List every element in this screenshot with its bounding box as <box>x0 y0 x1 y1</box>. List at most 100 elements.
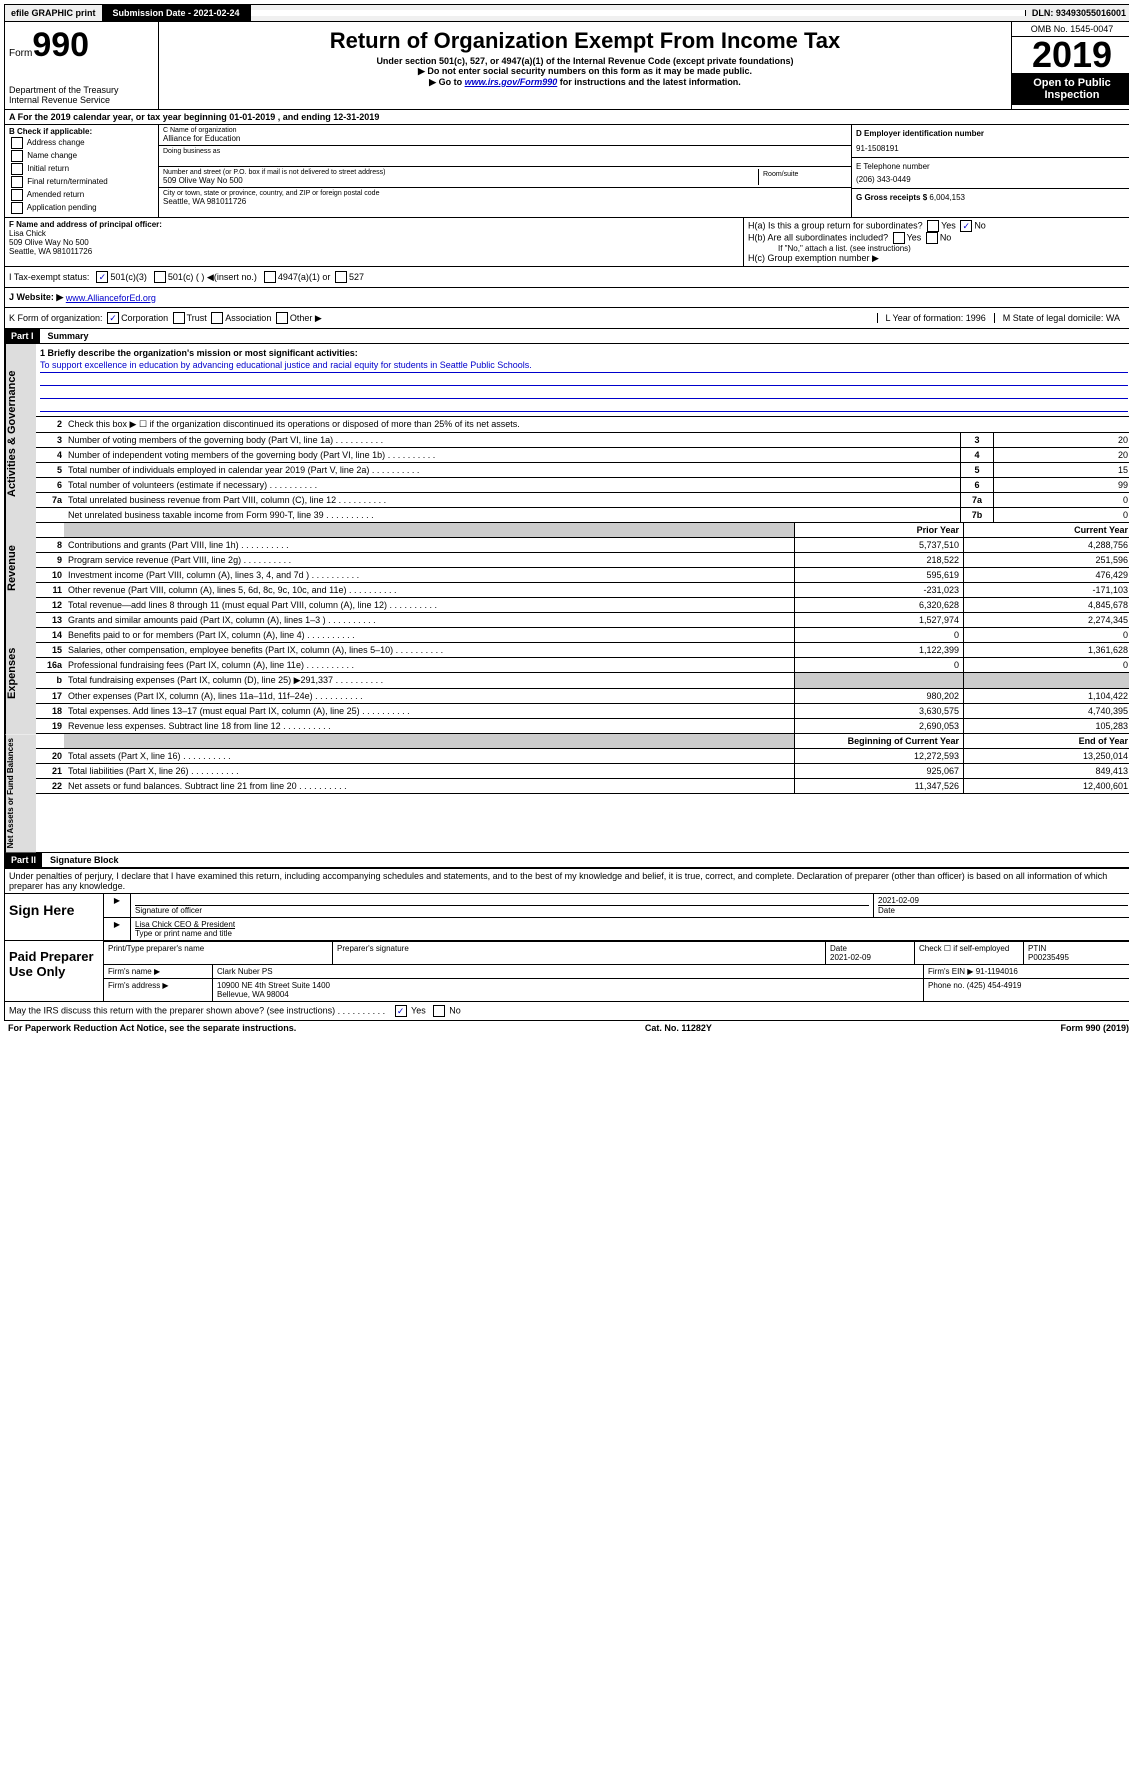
mission-label: 1 Briefly describe the organization's mi… <box>40 348 358 358</box>
hb-no[interactable] <box>926 232 938 244</box>
table-row: 3Number of voting members of the governi… <box>36 433 1129 448</box>
chk-initial-return[interactable]: Initial return <box>9 163 154 175</box>
ha-label: H(a) Is this a group return for subordin… <box>748 220 923 230</box>
hdr-beginning: Beginning of Current Year <box>794 734 963 748</box>
sig-officer-label: Signature of officer <box>135 905 869 915</box>
gross-field: G Gross receipts $ 6,004,153 <box>852 189 1129 206</box>
irs-link[interactable]: www.irs.gov/Form990 <box>465 77 558 87</box>
k-label: K Form of organization: <box>9 313 103 323</box>
type-name-label: Type or print name and title <box>135 929 1128 938</box>
line2-desc: Check this box ▶ ☐ if the organization d… <box>64 417 1129 432</box>
firm-name: Clark Nuber PS <box>213 965 924 978</box>
addr-label: Number and street (or P.O. box if mail i… <box>163 169 758 176</box>
header-left: Form990 Department of the Treasury Inter… <box>5 22 159 109</box>
officer-label: F Name and address of principal officer: <box>9 220 162 229</box>
firm-name-label: Firm's name ▶ <box>104 965 213 978</box>
goto-note: ▶ Go to www.irs.gov/Form990 for instruct… <box>163 77 1007 88</box>
part2-label: Part II <box>5 853 42 867</box>
chk-amended[interactable]: Amended return <box>9 189 154 201</box>
paid-preparer-row: Paid Preparer Use Only Print/Type prepar… <box>5 940 1129 1001</box>
col-b-title: B Check if applicable: <box>9 127 154 136</box>
discuss-label: May the IRS discuss this return with the… <box>9 1006 335 1016</box>
sign-here-row: Sign Here ▶ Signature of officer 2021-02… <box>5 893 1129 940</box>
efile-label[interactable]: efile GRAPHIC print <box>5 5 103 21</box>
chk-final-return[interactable]: Final return/terminated <box>9 176 154 188</box>
table-row: 11Other revenue (Part VIII, column (A), … <box>36 583 1129 598</box>
tab-revenue: Revenue <box>5 523 36 613</box>
col-c: C Name of organization Alliance for Educ… <box>159 125 851 217</box>
part1-header: Part I Summary <box>4 329 1129 344</box>
chk-name-change[interactable]: Name change <box>9 150 154 162</box>
self-employed[interactable]: Check ☐ if self-employed <box>915 942 1024 964</box>
dept-treasury: Department of the Treasury Internal Reve… <box>9 85 154 105</box>
col-b-checkboxes: B Check if applicable: Address change Na… <box>5 125 159 217</box>
prep-name-label: Print/Type preparer's name <box>108 944 328 953</box>
org-name-field: C Name of organization Alliance for Educ… <box>159 125 851 146</box>
part2-header: Part II Signature Block <box>4 853 1129 868</box>
chk-trust[interactable] <box>173 312 185 324</box>
form-number: Form990 <box>9 26 154 65</box>
table-row: 8Contributions and grants (Part VIII, li… <box>36 538 1129 553</box>
website-link[interactable]: www.AllianceforEd.org <box>66 293 156 303</box>
officer-addr2: Seattle, WA 981011726 <box>9 247 92 256</box>
tab-net-assets: Net Assets or Fund Balances <box>5 734 36 852</box>
table-row: 15Salaries, other compensation, employee… <box>36 643 1129 658</box>
addr-field: Number and street (or P.O. box if mail i… <box>159 167 851 188</box>
city-label: City or town, state or province, country… <box>163 190 847 197</box>
chk-other[interactable] <box>276 312 288 324</box>
hb-label: H(b) Are all subordinates included? <box>748 232 888 242</box>
rev-section: Revenue Prior Year Current Year 8Contrib… <box>4 523 1129 613</box>
cat-no: Cat. No. 11282Y <box>645 1023 712 1033</box>
officer-name: Lisa Chick <box>9 229 46 238</box>
gov-section: Activities & Governance 1 Briefly descri… <box>4 344 1129 523</box>
phone-label: E Telephone number <box>856 162 1128 171</box>
signature-block: Under penalties of perjury, I declare th… <box>4 868 1129 1021</box>
chk-address-change[interactable]: Address change <box>9 137 154 149</box>
row-a-period: A For the 2019 calendar year, or tax yea… <box>4 110 1129 125</box>
ha-no[interactable] <box>960 220 972 232</box>
header-right: OMB No. 1545-0047 2019 Open to Public In… <box>1011 22 1129 109</box>
h-block: H(a) Is this a group return for subordin… <box>743 218 1129 266</box>
chk-501c3[interactable] <box>96 271 108 283</box>
mission-text: To support excellence in education by ad… <box>40 358 1128 373</box>
chk-assoc[interactable] <box>211 312 223 324</box>
ha-yes[interactable] <box>927 220 939 232</box>
city-field: City or town, state or province, country… <box>159 188 851 208</box>
firm-ein: 91-1194016 <box>976 967 1018 976</box>
hb-yes[interactable] <box>893 232 905 244</box>
mission-block: 1 Briefly describe the organization's mi… <box>36 344 1129 417</box>
rev-header-row: Prior Year Current Year <box>36 523 1129 538</box>
net-section: Net Assets or Fund Balances Beginning of… <box>4 734 1129 853</box>
discuss-yes[interactable] <box>395 1005 407 1017</box>
paid-preparer-label: Paid Preparer Use Only <box>5 941 104 1001</box>
arrow-icon: ▶ <box>104 918 131 940</box>
table-row: 18Total expenses. Add lines 13–17 (must … <box>36 704 1129 719</box>
discuss-row: May the IRS discuss this return with the… <box>5 1001 1129 1020</box>
dln: DLN: 93493055016001 <box>1026 5 1129 21</box>
chk-527[interactable] <box>335 271 347 283</box>
tab-expenses: Expenses <box>5 613 36 734</box>
discuss-no[interactable] <box>433 1005 445 1017</box>
table-row: 19Revenue less expenses. Subtract line 1… <box>36 719 1129 734</box>
table-row: 21Total liabilities (Part X, line 26)925… <box>36 764 1129 779</box>
officer-typed-name: Lisa Chick CEO & President <box>135 920 1128 929</box>
chk-501c[interactable] <box>154 271 166 283</box>
form-title: Return of Organization Exempt From Incom… <box>163 28 1007 54</box>
firm-phone-label: Phone no. <box>928 981 964 990</box>
table-row: 13Grants and similar amounts paid (Part … <box>36 613 1129 628</box>
footer: For Paperwork Reduction Act Notice, see … <box>4 1021 1129 1035</box>
form-word: Form <box>9 48 32 59</box>
table-row: bTotal fundraising expenses (Part IX, co… <box>36 673 1129 689</box>
top-spacer <box>251 10 1026 16</box>
firm-addr-label: Firm's address ▶ <box>104 979 213 1001</box>
prep-date: 2021-02-09 <box>830 953 910 962</box>
table-row: 12Total revenue—add lines 8 through 11 (… <box>36 598 1129 613</box>
chk-corp[interactable] <box>107 312 119 324</box>
table-row: 22Net assets or fund balances. Subtract … <box>36 779 1129 794</box>
chk-4947[interactable] <box>264 271 276 283</box>
form-header: Form990 Department of the Treasury Inter… <box>4 22 1129 110</box>
fh-row: F Name and address of principal officer:… <box>4 218 1129 267</box>
exp-section: Expenses 13Grants and similar amounts pa… <box>4 613 1129 734</box>
chk-app-pending[interactable]: Application pending <box>9 202 154 214</box>
submission-date: Submission Date - 2021-02-24 <box>103 5 251 21</box>
